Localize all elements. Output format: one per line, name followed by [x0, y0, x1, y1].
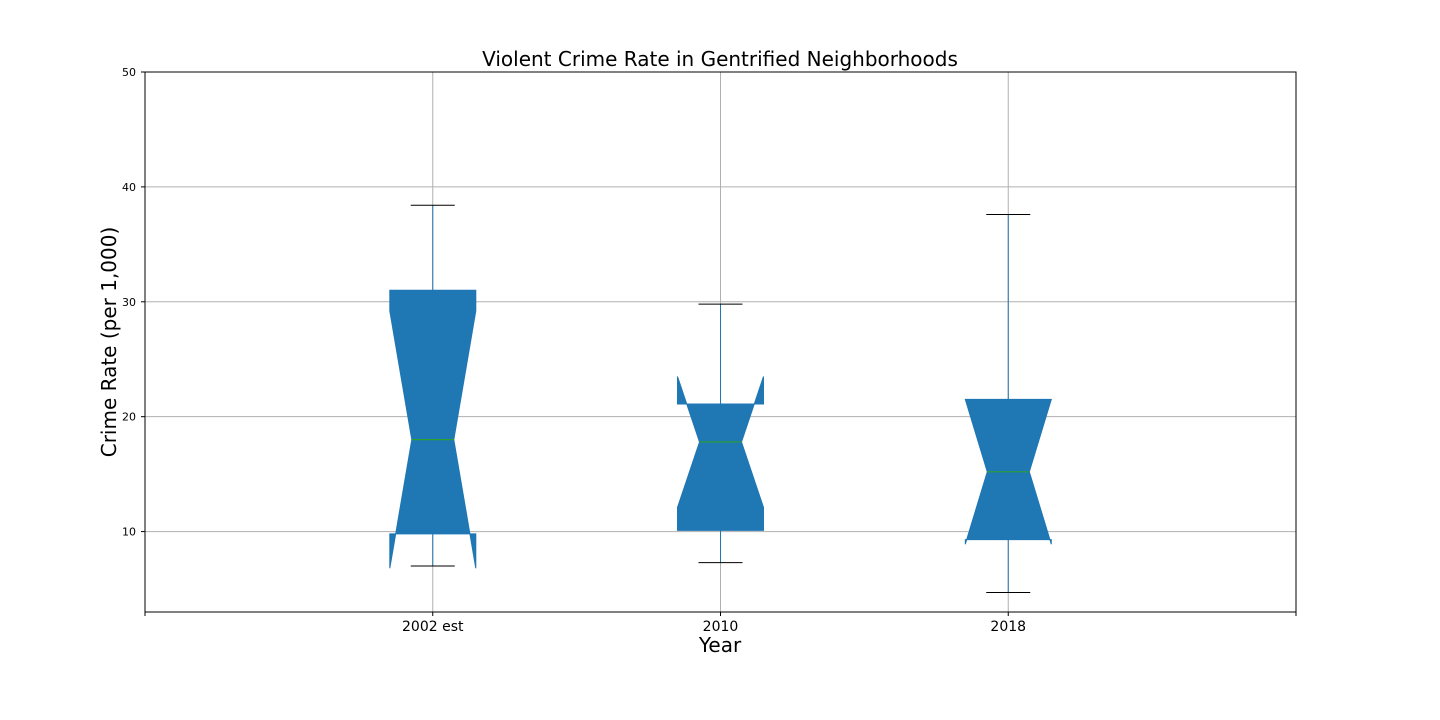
y-tick-label: 10 — [122, 526, 136, 539]
box-layer — [389, 204, 1052, 593]
y-axis-label: Crime Rate (per 1,000) — [97, 227, 121, 458]
y-tick-label: 30 — [122, 296, 136, 309]
box-2010 — [677, 376, 764, 531]
x-tick-label: 2010 — [703, 619, 739, 635]
chart-title: Violent Crime Rate in Gentrified Neighbo… — [482, 47, 958, 71]
x-axis-label: Year — [698, 633, 742, 657]
y-tick-label: 20 — [122, 411, 136, 424]
x-tick-label: 2002 est — [402, 619, 464, 635]
axis-layer: 10 20 30 40 50 2002 est 2010 2018 — [122, 66, 1297, 635]
y-tick-label: 40 — [122, 181, 136, 194]
x-tick-label: 2018 — [990, 619, 1026, 635]
box-2002-est — [389, 289, 477, 569]
y-tick-label: 50 — [122, 66, 136, 79]
